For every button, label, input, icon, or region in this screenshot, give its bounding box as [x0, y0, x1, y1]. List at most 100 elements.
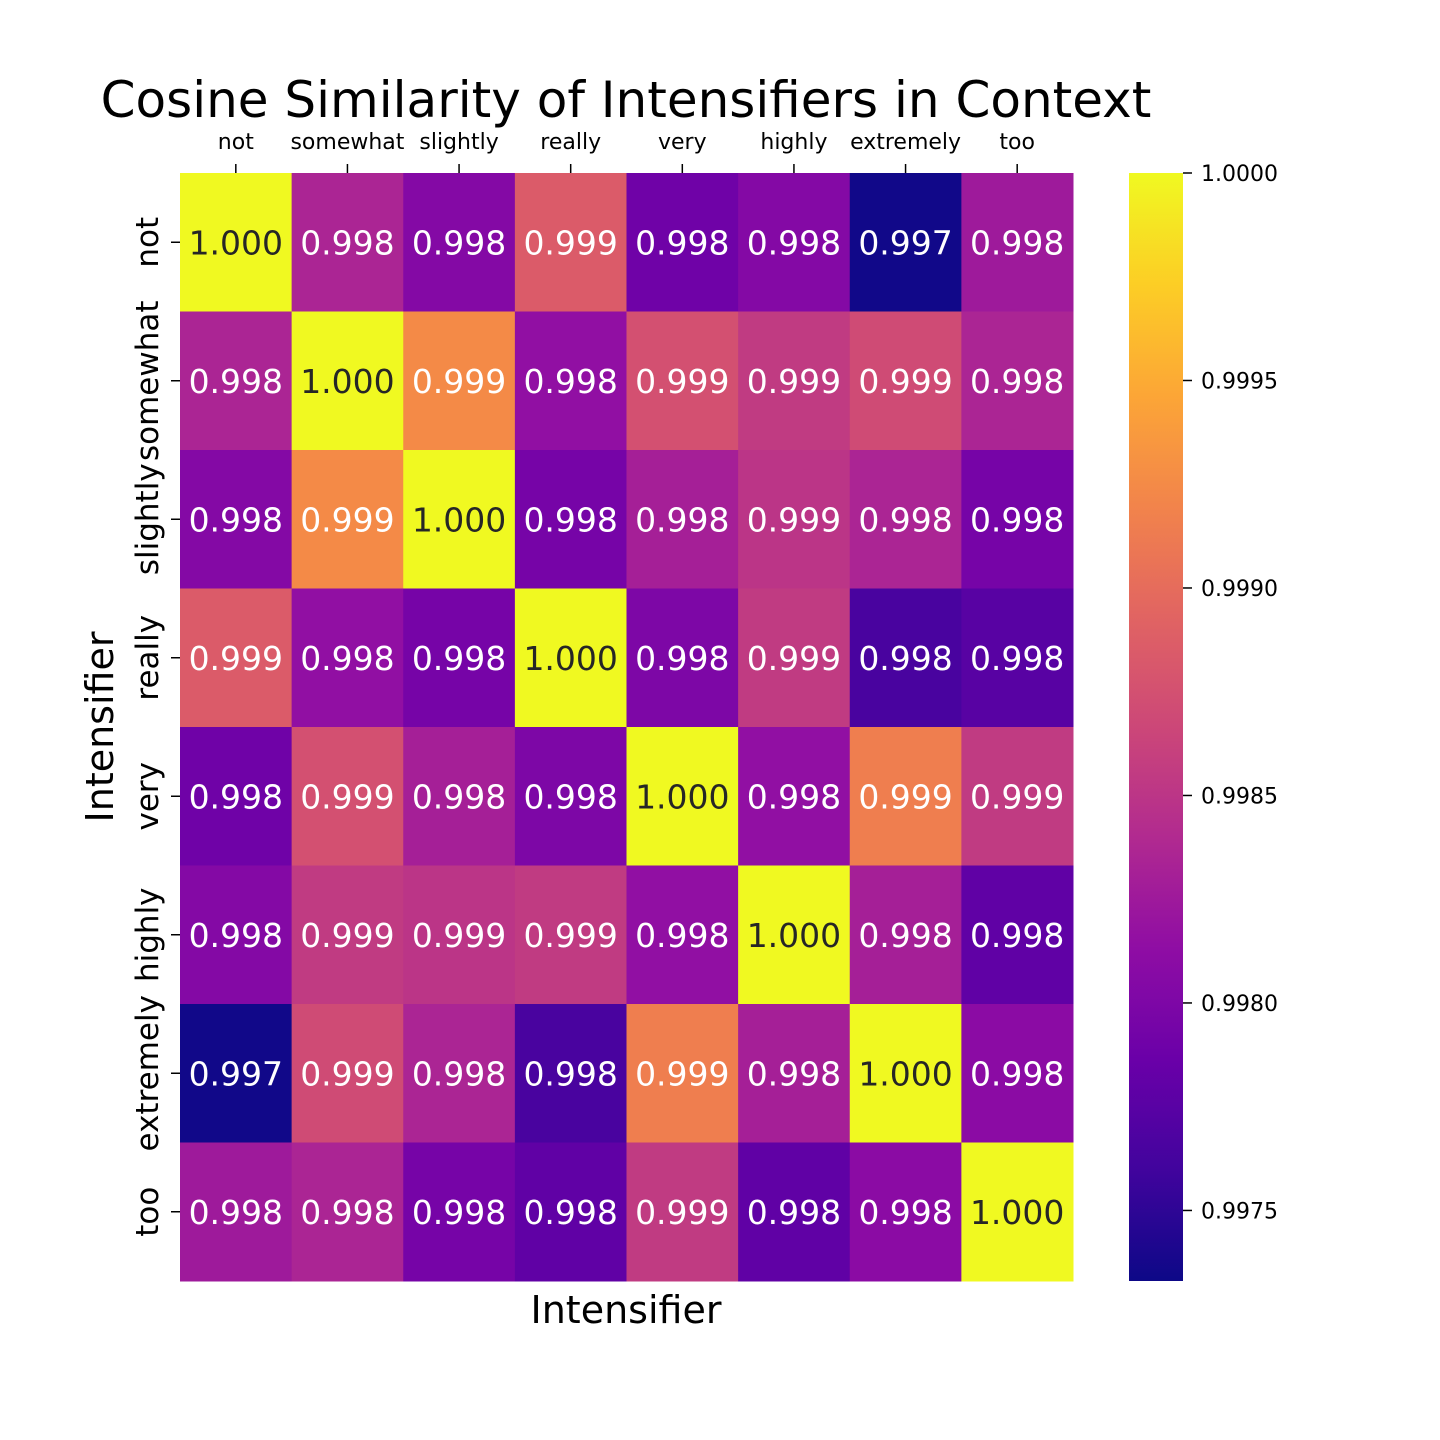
cell-annotation: 0.998 — [970, 639, 1064, 678]
colorbar-tick-label: 0.9975 — [1201, 1199, 1278, 1224]
cell-annotation: 0.998 — [747, 1054, 841, 1093]
heatmap-cell — [849, 727, 962, 866]
heatmap-cell — [291, 1004, 404, 1143]
cell-annotation: 0.999 — [747, 639, 841, 678]
cell-annotation: 0.998 — [970, 916, 1064, 955]
y-tick-label: really — [130, 615, 166, 701]
cell-annotation: 1.000 — [858, 1054, 952, 1093]
heatmap-cell — [514, 450, 627, 589]
cell-annotation: 0.998 — [300, 1193, 394, 1232]
cell-annotation: 0.998 — [189, 777, 283, 816]
heatmap-cell — [849, 1142, 962, 1282]
heatmap-cell — [738, 311, 851, 451]
heatmap-cell — [961, 173, 1074, 312]
cell-annotation: 0.999 — [412, 916, 506, 955]
cell-annotation: 0.998 — [747, 1193, 841, 1232]
cell-annotation: 0.999 — [970, 777, 1064, 816]
heatmap-cell — [849, 865, 962, 1005]
heatmap-cell — [180, 588, 293, 728]
cell-annotation: 1.000 — [747, 916, 841, 955]
cell-annotation: 0.998 — [189, 362, 283, 401]
cell-annotation: 0.998 — [523, 777, 617, 816]
heatmap-cell — [626, 1142, 739, 1282]
heatmap-cell — [514, 311, 627, 451]
cell-annotation: 0.998 — [970, 362, 1064, 401]
cell-annotation: 1.000 — [189, 223, 283, 262]
cell-annotation: 0.998 — [747, 777, 841, 816]
heatmap-cell — [626, 311, 739, 451]
cell-annotation: 0.998 — [747, 223, 841, 262]
heatmap-cell — [403, 588, 516, 728]
heatmap-cell — [403, 450, 516, 589]
cell-annotation: 0.998 — [858, 639, 952, 678]
heatmap-cell — [180, 727, 293, 866]
heatmap-cell — [514, 173, 627, 312]
cell-annotation: 0.999 — [858, 362, 952, 401]
y-tick-label: somewhat — [130, 300, 166, 461]
heatmap-cell — [403, 1142, 516, 1282]
heatmap-cell — [403, 311, 516, 451]
heatmap-cell — [180, 311, 293, 451]
y-tick-label: too — [130, 1187, 166, 1237]
x-tick-label: highly — [760, 130, 827, 155]
cell-annotation: 0.999 — [300, 916, 394, 955]
cell-annotation: 0.998 — [523, 362, 617, 401]
x-tick-label: very — [658, 130, 707, 155]
cell-annotation: 0.997 — [858, 223, 952, 262]
heatmap-cell — [180, 1004, 293, 1143]
heatmap-cell — [738, 1142, 851, 1282]
colorbar-tick-label: 0.9985 — [1201, 784, 1278, 809]
cell-annotation: 0.998 — [523, 500, 617, 539]
cell-annotation: 0.998 — [970, 500, 1064, 539]
cell-annotation: 0.998 — [858, 1193, 952, 1232]
heatmap-cell — [291, 588, 404, 728]
cell-annotation: 0.997 — [189, 1054, 283, 1093]
cell-annotation: 0.999 — [635, 362, 729, 401]
heatmap-cell — [961, 588, 1074, 728]
cell-annotation: 0.998 — [858, 916, 952, 955]
heatmap-cell — [514, 588, 627, 728]
cell-annotation: 0.998 — [189, 916, 283, 955]
heatmap-cell — [180, 865, 293, 1005]
heatmap-cell — [961, 1142, 1074, 1282]
heatmap-cell — [626, 727, 739, 866]
cell-annotation: 0.999 — [412, 362, 506, 401]
x-tick-label: too — [999, 130, 1035, 155]
cell-annotation: 0.998 — [523, 1054, 617, 1093]
cell-annotation: 0.998 — [189, 1193, 283, 1232]
cell-annotation: 0.999 — [747, 362, 841, 401]
heatmap-cell — [291, 1142, 404, 1282]
colorbar: 0.9975 0.9980 0.9985 0.9990 0.9995 1.0000 — [1129, 162, 1278, 1281]
cell-annotation: 0.998 — [635, 500, 729, 539]
heatmap-cell — [514, 1142, 627, 1282]
cell-annotation: 0.998 — [300, 223, 394, 262]
colorbar-tick-label: 0.9980 — [1201, 992, 1278, 1017]
x-tick-label: somewhat — [290, 130, 404, 155]
heatmap-cell — [738, 173, 851, 312]
heatmap-cell — [626, 173, 739, 312]
heatmap-cell — [961, 1004, 1074, 1143]
x-axis-ticks: not somewhat slightly really very highly extre… — [218, 130, 1035, 173]
cell-annotation: 0.998 — [523, 1193, 617, 1232]
y-tick-label: very — [130, 762, 166, 831]
y-tick-label: not — [130, 217, 166, 268]
cell-annotation: 1.000 — [300, 362, 394, 401]
heatmap-cell — [291, 311, 404, 451]
heatmap-cell — [961, 727, 1074, 866]
heatmap-cell — [403, 865, 516, 1005]
cell-annotation: 1.000 — [970, 1193, 1064, 1232]
cell-annotation: 0.998 — [300, 639, 394, 678]
heatmap-cell — [849, 311, 962, 451]
heatmap-cell — [180, 173, 293, 312]
cell-annotation: 1.000 — [523, 639, 617, 678]
heatmap-cell — [291, 450, 404, 589]
heatmap-cell — [961, 311, 1074, 451]
cell-annotation: 0.998 — [412, 1193, 506, 1232]
heatmap-cell — [961, 865, 1074, 1005]
heatmap-cell — [849, 450, 962, 589]
cell-annotation: 0.998 — [412, 1054, 506, 1093]
x-tick-label: slightly — [419, 130, 498, 155]
heatmap-cell — [291, 865, 404, 1005]
y-tick-label: slightly — [130, 463, 166, 575]
